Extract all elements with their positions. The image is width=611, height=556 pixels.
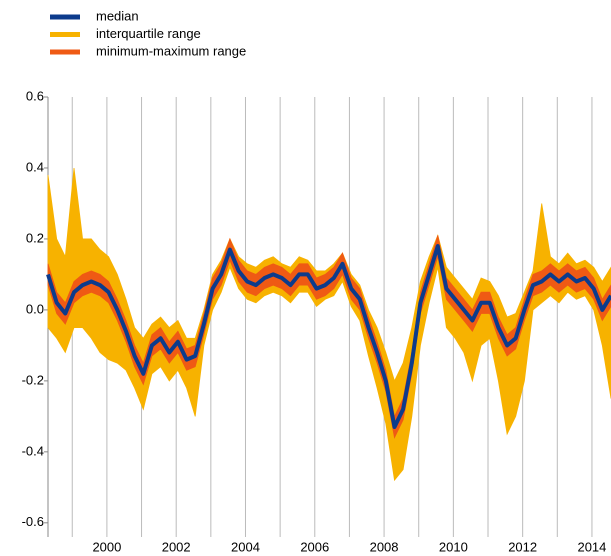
x-tick-label: 2014 <box>577 539 606 554</box>
y-tick-label: 0.2 <box>26 230 44 245</box>
legend-label: minimum-maximum range <box>96 43 246 58</box>
x-tick-label: 2004 <box>231 539 260 554</box>
x-tick-label: 2012 <box>508 539 537 554</box>
legend-label: median <box>96 8 139 23</box>
legend-label: interquartile range <box>96 26 201 41</box>
x-tick-label: 2002 <box>162 539 191 554</box>
range-band <box>47 167 611 482</box>
x-tick-label: 2000 <box>92 539 121 554</box>
y-tick-label: -0.6 <box>22 514 44 529</box>
x-tick-label: 2010 <box>439 539 468 554</box>
y-tick-label: 0.0 <box>26 301 44 316</box>
y-tick-label: -0.4 <box>22 443 44 458</box>
y-tick-label: 0.6 <box>26 88 44 103</box>
y-tick-label: -0.2 <box>22 372 44 387</box>
x-tick-label: 2006 <box>300 539 329 554</box>
x-tick-label: 2008 <box>370 539 399 554</box>
y-tick-label: 0.4 <box>26 159 44 174</box>
median-line <box>46 244 611 429</box>
